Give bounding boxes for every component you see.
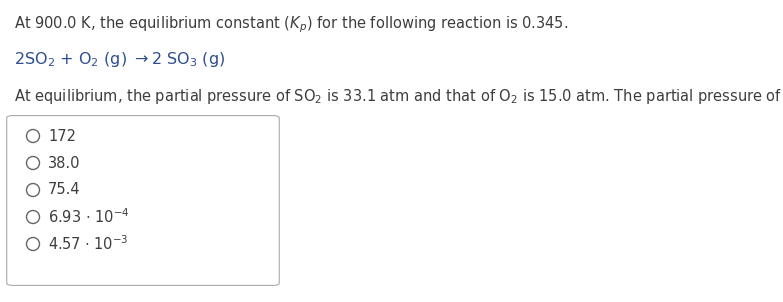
Text: 38.0: 38.0 xyxy=(48,156,81,171)
Text: 4.57 $\cdot$ 10$^{-3}$: 4.57 $\cdot$ 10$^{-3}$ xyxy=(48,235,128,253)
Text: At 900.0 K, the equilibrium constant ($K_{p}$) for the following reaction is 0.3: At 900.0 K, the equilibrium constant ($K… xyxy=(14,14,568,35)
FancyBboxPatch shape xyxy=(7,116,280,285)
Text: 172: 172 xyxy=(48,128,76,143)
Text: 75.4: 75.4 xyxy=(48,182,81,198)
Text: 6.93 $\cdot$ 10$^{-4}$: 6.93 $\cdot$ 10$^{-4}$ xyxy=(48,208,130,226)
Text: At equilibrium, the partial pressure of $\mathrm{SO}_2$ is 33.1 atm and that of : At equilibrium, the partial pressure of … xyxy=(14,88,783,108)
Text: $2\mathrm{SO}_2$ + $\mathrm{O}_2$ (g) $\rightarrow$2 $\mathrm{SO}_3$ (g): $2\mathrm{SO}_2$ + $\mathrm{O}_2$ (g) $\… xyxy=(14,50,226,69)
